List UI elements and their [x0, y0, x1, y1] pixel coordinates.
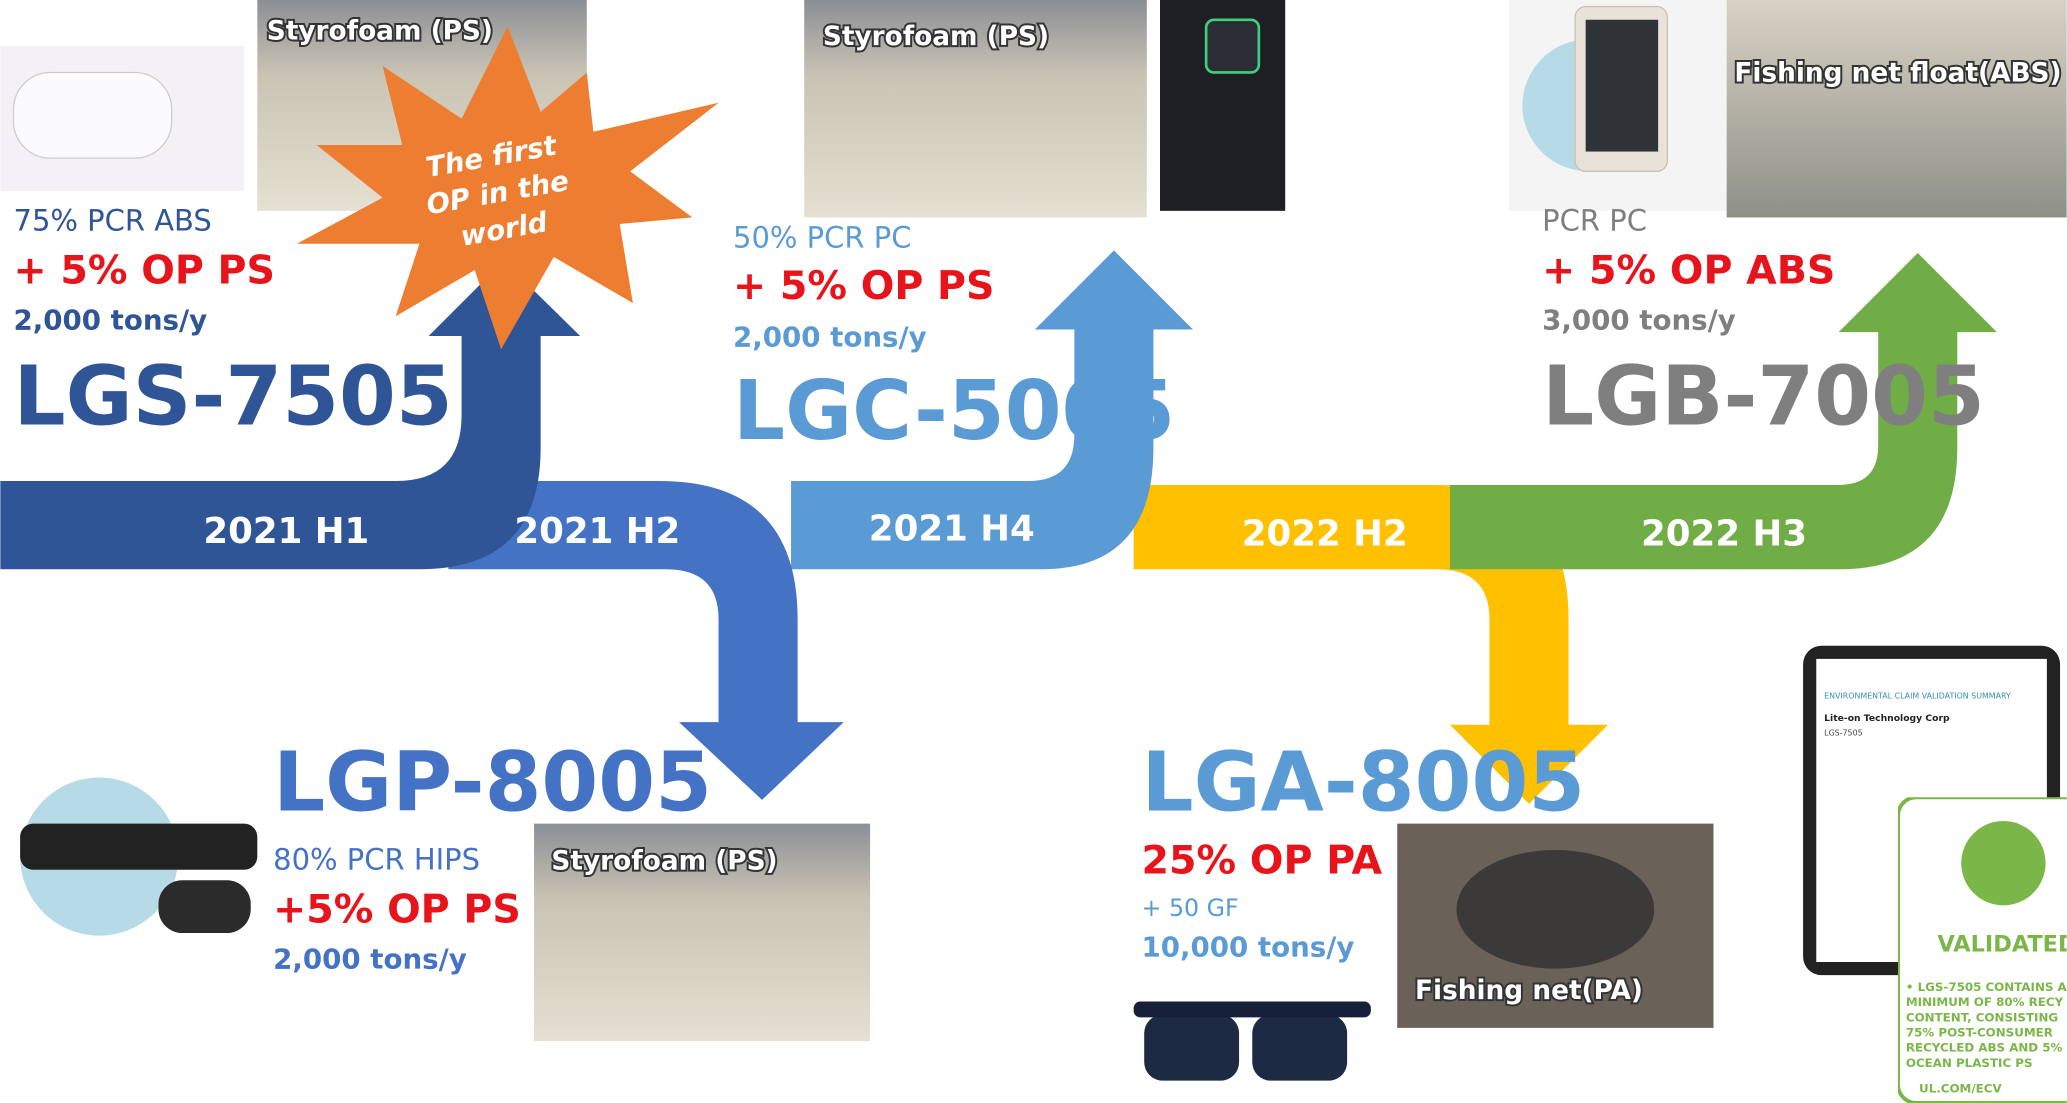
product-capacity: 2,000 tons/y — [14, 303, 208, 336]
product-name: LGS-7505 — [14, 349, 453, 444]
product-ocean: + 5% OP ABS — [1542, 247, 1835, 293]
cert-url: UL.COM/ECV — [1919, 1081, 2002, 1095]
photo-caption: Styrofoam (PS) — [551, 847, 777, 877]
seal — [1457, 850, 1655, 969]
timeline-label: 2021 H1 — [203, 511, 369, 552]
timeline-label: 2022 H2 — [1242, 514, 1408, 555]
remote — [158, 880, 250, 933]
photo-caption: Fishing net(PA) — [1415, 976, 1643, 1006]
claim-line: OCEAN PLASTIC PS — [1906, 1056, 2033, 1070]
cert-product: LGS-7505 — [1824, 728, 1862, 737]
cert-company: Lite-on Technology Corp — [1824, 713, 1950, 724]
key — [1206, 20, 1259, 73]
vr-headset — [14, 72, 172, 158]
photo-caption: Styrofoam (PS) — [267, 17, 493, 47]
product-ocean: +5% OP PS — [273, 886, 521, 932]
product-ocean: + 5% OP PS — [14, 247, 275, 293]
claim-line: CONTENT, CONSISTING — [1906, 1010, 2058, 1024]
timeline-label: 2021 H2 — [514, 511, 680, 552]
glasses — [1134, 1002, 1371, 1081]
claim-line: • LGS-7505 CONTAINS A — [1906, 980, 2067, 994]
photo — [1727, 0, 2067, 217]
product-capacity: 2,000 tons/y — [273, 943, 467, 976]
screen — [1586, 20, 1658, 152]
product-base: 75% PCR ABS — [14, 204, 212, 238]
product-base: PCR PC — [1542, 204, 1647, 238]
product-ocean: 25% OP PA — [1142, 838, 1383, 884]
claim-line: 75% POST-CONSUMER — [1906, 1025, 2053, 1039]
claim-line: RECYCLED ABS AND 5% — [1906, 1041, 2063, 1055]
timeline-label: 2022 H3 — [1641, 514, 1807, 555]
photo-caption: Styrofoam (PS) — [823, 22, 1049, 52]
product-name: LGP-8005 — [273, 735, 712, 830]
product-ocean: + 5% OP PS — [733, 263, 994, 309]
product-base: 80% PCR HIPS — [273, 843, 480, 877]
ul-logo — [1961, 821, 2045, 905]
photo-caption: Fishing net float(ABS) — [1734, 59, 2061, 89]
product-name: LGA-8005 — [1142, 735, 1586, 830]
product-capacity: 10,000 tons/y — [1142, 931, 1355, 964]
product-base: + 50 GF — [1142, 894, 1239, 922]
badge-text: VALIDATED — [1938, 931, 2067, 957]
claim-line: MINIMUM OF 80% RECY — [1906, 995, 2064, 1009]
timeline-label: 2021 H4 — [869, 508, 1035, 549]
camera-device — [20, 824, 257, 870]
product-name: LGC-5005 — [733, 364, 1175, 459]
product-capacity: 2,000 tons/y — [733, 321, 927, 354]
infographic: ENVIRONMENTAL CLAIM VALIDATION SUMMARY L… — [0, 0, 2067, 1103]
product-base: 50% PCR PC — [733, 221, 911, 255]
product-name: LGB-7005 — [1542, 349, 1985, 444]
cert-heading: ENVIRONMENTAL CLAIM VALIDATION SUMMARY — [1824, 691, 2011, 700]
product-capacity: 3,000 tons/y — [1542, 303, 1736, 336]
